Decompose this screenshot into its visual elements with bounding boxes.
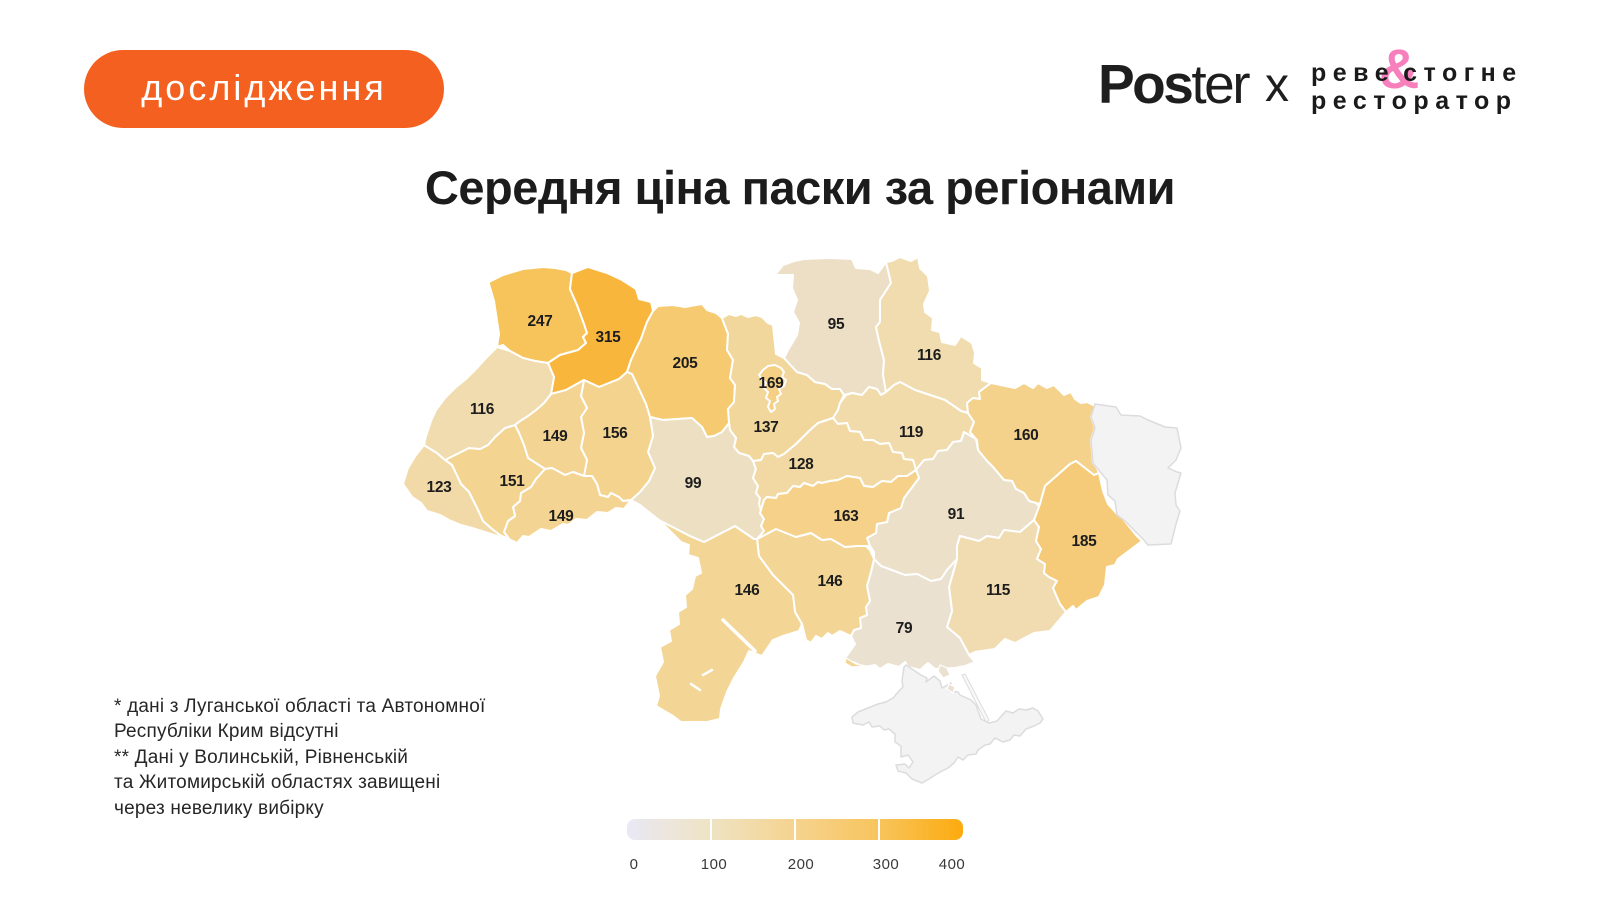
svg-text:149: 149 bbox=[543, 428, 569, 445]
svg-text:99: 99 bbox=[685, 475, 702, 492]
svg-text:137: 137 bbox=[754, 419, 779, 436]
svg-text:185: 185 bbox=[1072, 533, 1098, 550]
svg-text:169: 169 bbox=[759, 375, 785, 392]
svg-text:315: 315 bbox=[596, 329, 622, 346]
svg-text:151: 151 bbox=[500, 473, 526, 490]
svg-text:116: 116 bbox=[917, 347, 942, 364]
svg-text:115: 115 bbox=[986, 582, 1011, 599]
svg-text:149: 149 bbox=[549, 508, 575, 525]
svg-text:123: 123 bbox=[427, 479, 453, 496]
svg-text:91: 91 bbox=[948, 506, 965, 523]
svg-text:205: 205 bbox=[673, 355, 699, 372]
svg-text:163: 163 bbox=[834, 508, 860, 525]
svg-text:160: 160 bbox=[1014, 427, 1039, 444]
svg-text:156: 156 bbox=[603, 425, 629, 442]
svg-text:146: 146 bbox=[818, 573, 844, 590]
svg-text:79: 79 bbox=[896, 620, 913, 637]
svg-text:119: 119 bbox=[899, 424, 924, 441]
svg-text:95: 95 bbox=[828, 316, 845, 333]
svg-text:116: 116 bbox=[470, 401, 495, 418]
svg-text:247: 247 bbox=[528, 313, 553, 330]
svg-text:146: 146 bbox=[735, 582, 761, 599]
svg-text:128: 128 bbox=[789, 456, 815, 473]
